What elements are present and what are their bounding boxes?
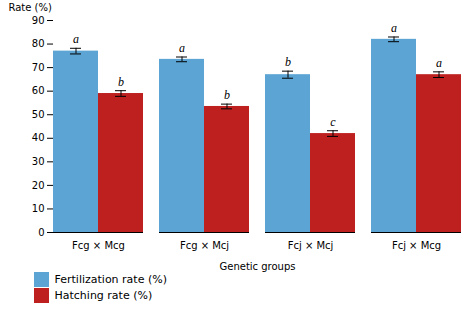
svg-text:Fcj × Mcj: Fcj × Mcj xyxy=(288,240,334,251)
svg-text:a: a xyxy=(436,56,442,70)
html-text:Fertilization rate (%): Fertilization rate (%) xyxy=(54,273,167,286)
svg-text:b: b xyxy=(285,55,291,69)
svg-text:90: 90 xyxy=(32,15,45,26)
svg-text:b: b xyxy=(224,88,230,102)
svg-text:Genetic groups: Genetic groups xyxy=(219,261,295,272)
svg-text:Fcg × Mcg: Fcg × Mcg xyxy=(72,240,125,251)
svg-text:50: 50 xyxy=(32,109,45,120)
svg-text:60: 60 xyxy=(32,85,45,96)
svg-text:Rate (%): Rate (%) xyxy=(9,2,53,13)
svg-text:Fcg × Mcj: Fcg × Mcj xyxy=(180,240,229,251)
svg-text:Fcj × Mcg: Fcj × Mcg xyxy=(392,240,441,251)
svg-text:b: b xyxy=(118,75,124,89)
svg-text:70: 70 xyxy=(32,62,45,73)
svg-text:40: 40 xyxy=(32,132,45,143)
svg-text:a: a xyxy=(391,21,397,35)
svg-text:a: a xyxy=(179,41,185,55)
svg-text:c: c xyxy=(330,115,336,129)
svg-text:80: 80 xyxy=(32,38,45,49)
svg-text:a: a xyxy=(73,32,79,46)
svg-text:10: 10 xyxy=(32,203,45,214)
svg-text:0: 0 xyxy=(38,227,44,238)
svg-text:20: 20 xyxy=(32,180,45,191)
svg-text:30: 30 xyxy=(32,156,45,167)
html-text:Hatching rate (%): Hatching rate (%) xyxy=(54,289,153,302)
